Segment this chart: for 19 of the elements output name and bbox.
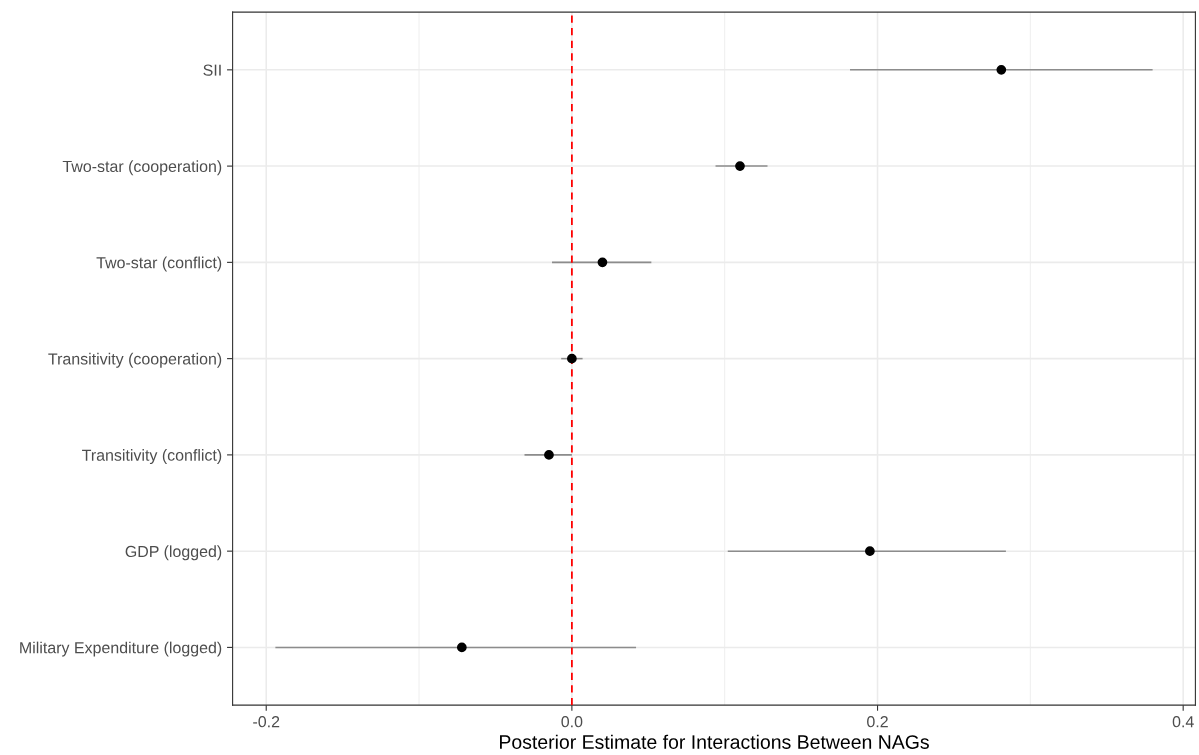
x-tick-label: -0.2 bbox=[253, 716, 280, 728]
y-tick-label: Military Expenditure (logged) bbox=[20, 641, 222, 657]
y-tick-label: Transitivity (cooperation) bbox=[48, 352, 222, 368]
point bbox=[996, 64, 1007, 75]
y-tick-label: Transitivity (conflict) bbox=[82, 449, 222, 464]
point bbox=[735, 161, 745, 171]
point bbox=[597, 257, 608, 268]
point bbox=[567, 353, 577, 364]
point bbox=[456, 642, 467, 653]
point bbox=[544, 450, 554, 460]
x-tick-label: 0.4 bbox=[1172, 716, 1194, 728]
point bbox=[865, 546, 875, 557]
x-tick-label: 0.0 bbox=[561, 716, 583, 728]
y-tick-label: GDP (logged) bbox=[125, 545, 222, 561]
x-tick-label: 0.2 bbox=[867, 716, 888, 728]
x-axis-title: Posterior Estimate for Interactions Between NAGs bbox=[500, 734, 929, 749]
y-tick-label: SII bbox=[203, 64, 221, 76]
y-tick-label: Two-star (conflict) bbox=[96, 256, 222, 272]
y-tick-label: Two-star (cooperation) bbox=[62, 160, 222, 176]
